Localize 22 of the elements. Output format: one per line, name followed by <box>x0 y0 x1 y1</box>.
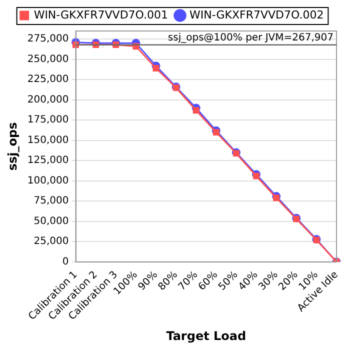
y-tick-label: 50,000 <box>34 216 69 227</box>
y-tick-label: 225,000 <box>27 74 69 86</box>
y-tick-label: 75,000 <box>34 196 69 207</box>
x-axis-title: Target Load <box>166 328 246 343</box>
y-axis-title: ssj_ops <box>5 122 20 171</box>
point <box>192 107 200 114</box>
point <box>152 65 160 72</box>
legend-label: WIN-GKXFR7VVD7O.002 <box>190 8 324 22</box>
point <box>212 129 220 136</box>
y-tick-label: 125,000 <box>27 155 69 166</box>
y-tick-label: 250,000 <box>27 54 69 65</box>
y-tick-label: 200,000 <box>27 94 69 106</box>
y-tick-label: 150,000 <box>27 134 69 146</box>
ref-line-label: ssj_ops@100% per JVM=267,907 <box>168 32 334 44</box>
point <box>273 194 280 202</box>
point <box>253 172 260 180</box>
y-tick-label: 175,000 <box>27 114 69 126</box>
y-tick-label: 100,000 <box>27 175 69 186</box>
y-tick-label: 0 <box>62 256 69 268</box>
y-tick-label: 275,000 <box>27 34 69 45</box>
y-tick-label: 25,000 <box>34 236 69 248</box>
legend-label: WIN-GKXFR7VVD7O.001 <box>34 8 168 22</box>
